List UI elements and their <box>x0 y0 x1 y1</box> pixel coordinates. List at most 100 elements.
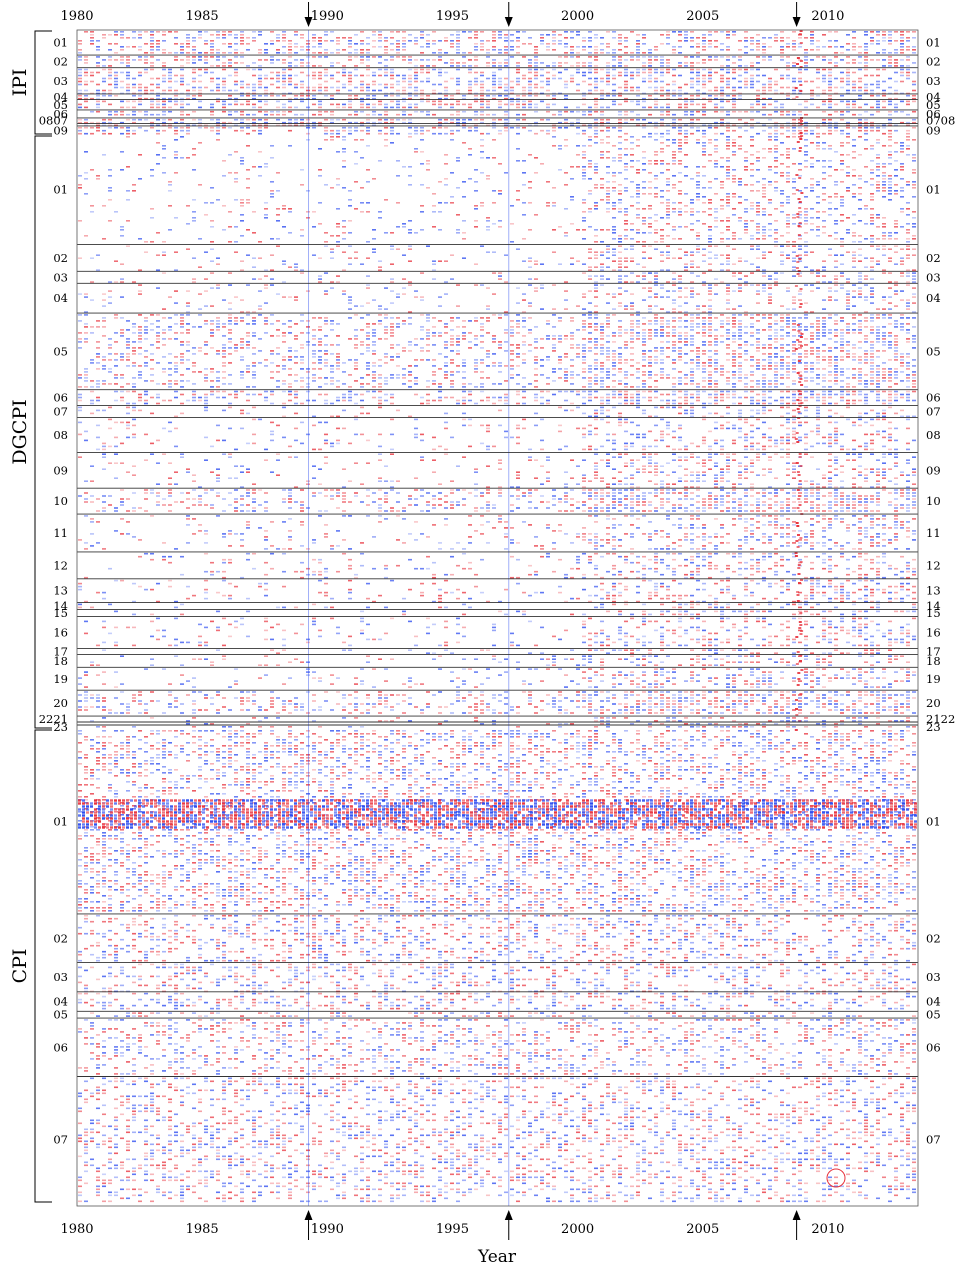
heatmap-cell <box>822 104 826 106</box>
heatmap-cell <box>186 62 190 64</box>
heatmap-cell <box>732 290 736 292</box>
heatmap-cell <box>264 323 268 325</box>
heatmap-cell <box>702 136 706 138</box>
heatmap-cell <box>210 119 214 121</box>
heatmap-cell <box>846 34 850 36</box>
heatmap-cell <box>204 31 208 33</box>
heatmap-cell <box>732 308 736 310</box>
heatmap-cell <box>198 266 202 268</box>
heatmap-cell <box>360 31 364 33</box>
heatmap-cell <box>624 238 628 240</box>
heatmap-cell <box>744 223 748 225</box>
heatmap-cell <box>228 154 232 156</box>
heatmap-cell <box>354 56 358 58</box>
heatmap-cell <box>192 119 196 121</box>
heatmap-cell <box>252 69 256 71</box>
heatmap-cell <box>570 178 574 180</box>
heatmap-cell <box>636 241 640 243</box>
heatmap-cell <box>204 43 208 45</box>
heatmap-cell <box>444 281 448 283</box>
heatmap-cell <box>258 75 262 77</box>
heatmap-cell <box>414 59 418 61</box>
heatmap-cell <box>612 101 616 103</box>
heatmap-cell <box>576 52 580 54</box>
heatmap-cell <box>108 65 112 67</box>
heatmap-cell <box>480 284 484 286</box>
heatmap-cell <box>474 59 478 61</box>
heatmap-cell <box>474 101 478 103</box>
heatmap-cell <box>786 232 790 234</box>
heatmap-cell <box>486 90 490 92</box>
heatmap-cell <box>246 84 250 86</box>
heatmap-cell <box>150 56 154 58</box>
heatmap-cell <box>564 111 568 113</box>
heatmap-cell <box>288 49 292 51</box>
heatmap-cell <box>852 332 856 334</box>
heatmap-cell <box>594 296 598 298</box>
heatmap-cell <box>894 281 898 283</box>
heatmap-cell <box>468 84 472 86</box>
heatmap-cell <box>618 302 622 304</box>
heatmap-cell <box>756 205 760 207</box>
heatmap-cell <box>150 323 154 325</box>
heatmap-cell <box>822 178 826 180</box>
heatmap-cell <box>456 65 460 67</box>
heatmap-cell <box>816 332 820 334</box>
heatmap-cell <box>174 172 178 174</box>
heatmap-cell <box>900 163 904 165</box>
heatmap-cell <box>636 214 640 216</box>
heatmap-cell <box>858 46 862 48</box>
heatmap-cell <box>126 87 130 89</box>
heatmap-cell <box>894 190 898 192</box>
heatmap-cell <box>774 245 778 247</box>
heatmap-cell <box>168 72 172 74</box>
heatmap-cell <box>102 130 106 132</box>
heatmap-cell <box>870 90 874 92</box>
heatmap-cell <box>888 235 892 237</box>
heatmap-cell <box>126 59 130 61</box>
heatmap-cell <box>312 65 316 67</box>
heatmap-cell <box>780 320 784 322</box>
heatmap-cell <box>816 142 820 144</box>
heatmap-cell <box>216 90 220 92</box>
heatmap-cell <box>324 320 328 322</box>
heatmap-cell <box>300 37 304 39</box>
heatmap-cell <box>498 84 502 86</box>
heatmap-cell <box>408 175 412 177</box>
heatmap-cell <box>726 145 730 147</box>
heatmap-cell <box>744 166 748 168</box>
heatmap-cell <box>720 184 724 186</box>
heatmap-cell <box>624 163 628 165</box>
heatmap-cell <box>618 72 622 74</box>
heatmap-cell <box>732 175 736 177</box>
heatmap-cell <box>690 199 694 201</box>
heatmap-cell <box>318 107 322 109</box>
heatmap-cell <box>672 202 676 204</box>
heatmap-cell <box>636 193 640 195</box>
heatmap-cell <box>864 52 868 54</box>
heatmap-cell <box>312 46 316 48</box>
heatmap-cell <box>240 269 244 271</box>
heatmap-cell <box>654 214 658 216</box>
heatmap-cell <box>576 34 580 36</box>
heatmap-cell <box>606 251 610 253</box>
heatmap-cell <box>804 166 808 168</box>
heatmap-cell <box>786 320 790 322</box>
heatmap-cell <box>828 160 832 162</box>
heatmap-cell <box>270 254 274 256</box>
heatmap-cell <box>750 111 754 113</box>
heatmap-cell <box>822 326 826 328</box>
heatmap-cell <box>222 56 226 58</box>
heatmap-cell <box>744 260 748 262</box>
heatmap-cell <box>492 59 496 61</box>
heatmap-cell <box>726 34 730 36</box>
heatmap-cell <box>642 43 646 45</box>
heatmap-cell <box>888 187 892 189</box>
heatmap-cell <box>822 101 826 103</box>
heatmap-cell <box>228 111 232 113</box>
heatmap-cell <box>696 323 700 325</box>
heatmap-cell <box>630 75 634 77</box>
heatmap-cell <box>288 69 292 71</box>
heatmap-cell <box>612 172 616 174</box>
heatmap-cell <box>600 187 604 189</box>
